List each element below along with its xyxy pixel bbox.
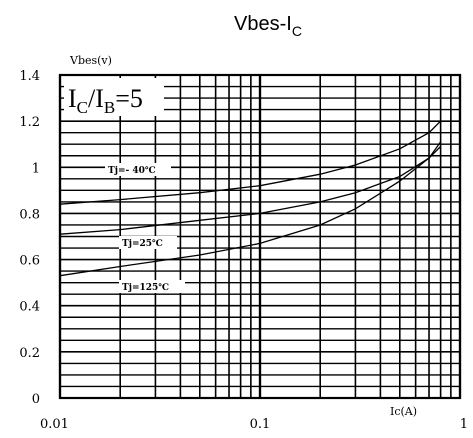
grid: [58, 73, 462, 400]
series-lines: [59, 120, 442, 277]
x-tick-label: 1: [460, 417, 468, 432]
series-label-bg: [119, 280, 185, 293]
condition-box: IC/IB=5: [64, 78, 164, 117]
y-tick-label: 0.2: [19, 346, 40, 361]
y-tick-label: 0: [32, 392, 40, 407]
series-label-bg: [119, 236, 177, 249]
chart-title-sub: C: [292, 23, 302, 39]
plot-frame: [58, 73, 462, 400]
y-ticks: 0 0.2 0.4 0.6 0.8 1 1.2 1.4: [19, 69, 40, 407]
chart-title: Vbes-IC: [234, 13, 302, 39]
y-tick-label: 0.6: [19, 254, 40, 269]
series-labels: Tj=- 40℃ Tj=25℃ Tj=125℃: [105, 163, 185, 293]
series-label: Tj=125℃: [122, 283, 169, 293]
series-label: Tj=25℃: [122, 239, 163, 249]
y-tick-label: 1: [32, 161, 40, 176]
series-label: Tj=- 40℃: [108, 166, 156, 176]
x-tick-label: 0.1: [250, 417, 271, 432]
y-tick-label: 1.2: [19, 115, 40, 130]
y-axis-label: Vbes(v): [69, 54, 112, 67]
series-line-tj-25: [59, 146, 442, 235]
y-tick-label: 1.4: [19, 69, 40, 84]
series-label-bg: [105, 163, 171, 176]
x-tick-label: 0.01: [40, 417, 69, 432]
x-ticks: 0.01 0.1 1: [40, 417, 468, 432]
condition-label: IC/IB=5: [68, 84, 143, 117]
y-tick-label: 0.4: [19, 300, 40, 315]
x-axis-label: Ic(A): [390, 405, 417, 418]
condition-box-bg: [64, 78, 164, 116]
series-line-tj-minus40: [59, 120, 442, 205]
y-tick-label: 0.8: [19, 207, 40, 222]
series-line-tj-125: [59, 141, 442, 277]
chart-title-main: Vbes-I: [234, 13, 292, 35]
